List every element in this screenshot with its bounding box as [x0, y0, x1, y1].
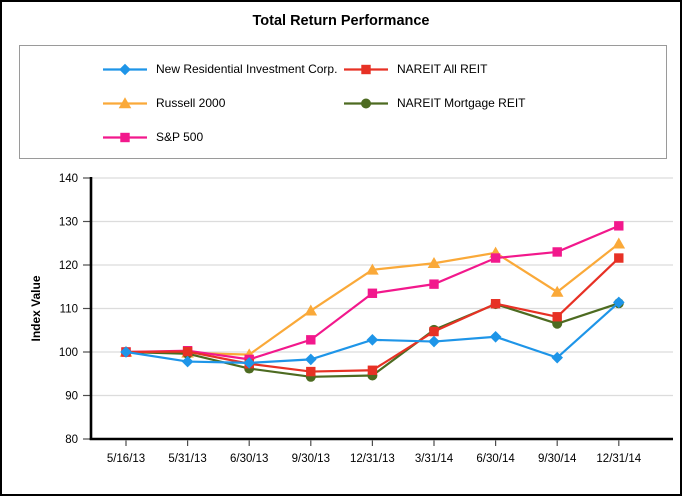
legend-label: New Residential Investment Corp.	[156, 62, 338, 76]
svg-text:6/30/14: 6/30/14	[476, 453, 515, 465]
svg-text:110: 110	[60, 304, 78, 316]
legend-item-new-residential: New Residential Investment Corp.	[103, 62, 337, 76]
svg-text:120: 120	[59, 260, 78, 272]
svg-text:90: 90	[65, 391, 78, 403]
svg-text:140: 140	[59, 173, 78, 185]
chart-title: Total Return Performance	[252, 13, 430, 29]
legend-item-nareit-mortgage-reit: NAREIT Mortgage REIT	[344, 96, 525, 110]
legend-label: S&P 500	[156, 130, 204, 144]
legend-swatch-sp-500	[103, 132, 147, 142]
series-new-residential-investment-corp	[120, 296, 625, 369]
svg-text:Index Value: Index Value	[29, 275, 43, 341]
svg-text:5/16/13: 5/16/13	[107, 453, 145, 465]
svg-text:12/31/14: 12/31/14	[596, 453, 641, 465]
legend-swatch-nareit-mortgage-reit	[344, 98, 388, 108]
legend-swatch-nareit-all-reit	[344, 64, 388, 74]
svg-text:3/31/14: 3/31/14	[415, 453, 454, 465]
legend-item-nareit-all-reit: NAREIT All REIT	[344, 62, 487, 76]
svg-text:12/31/13: 12/31/13	[350, 453, 395, 465]
legend-label: Russell 2000	[156, 96, 226, 110]
legend-swatch-new-residential	[103, 63, 147, 75]
legend-label: NAREIT Mortgage REIT	[397, 96, 526, 110]
svg-text:9/30/13: 9/30/13	[292, 453, 330, 465]
svg-text:5/31/13: 5/31/13	[168, 453, 206, 465]
legend-item-russell-2000: Russell 2000	[103, 96, 225, 110]
legend-swatch-russell-2000	[103, 96, 147, 108]
svg-text:130: 130	[59, 217, 78, 229]
svg-text:9/30/14: 9/30/14	[538, 453, 577, 465]
svg-text:6/30/13: 6/30/13	[230, 453, 268, 465]
legend-box: New Residential Investment Corp. NAREIT …	[19, 45, 667, 159]
gridlines	[91, 177, 673, 397]
y-axis: 80 90 100 110 120 130 140 Index Value	[29, 173, 93, 446]
x-axis: 5/16/13 5/31/13 6/30/13 9/30/13 12/31/13 3/31…	[89, 437, 673, 465]
svg-text:80: 80	[65, 434, 78, 446]
legend-label: NAREIT All REIT	[397, 62, 488, 76]
legend-item-sp-500: S&P 500	[103, 130, 203, 144]
svg-text:100: 100	[59, 347, 78, 359]
